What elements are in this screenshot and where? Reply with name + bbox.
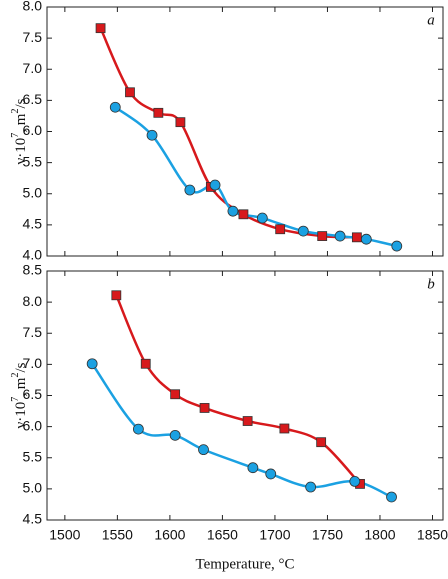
- x-tick-label: 1550: [102, 527, 133, 543]
- marker: [256, 212, 268, 224]
- x-tick-label: 1600: [154, 527, 185, 543]
- marker: [111, 290, 122, 301]
- marker: [184, 184, 196, 196]
- marker: [386, 491, 397, 503]
- y-axis-label: ν·107, m2/s: [10, 98, 29, 164]
- marker: [334, 230, 346, 242]
- y-tick-label: 7.5: [23, 324, 43, 340]
- x-tick-label: 1850: [417, 527, 448, 543]
- marker: [238, 209, 249, 220]
- marker: [242, 416, 253, 426]
- y-tick-label: 4.0: [23, 247, 43, 263]
- marker: [316, 437, 327, 448]
- y-tick-label: 7.0: [23, 355, 43, 371]
- label-part: , m: [13, 113, 29, 133]
- marker: [140, 358, 151, 369]
- marker: [153, 107, 164, 118]
- label-part: /s: [13, 362, 29, 372]
- y-tick-label: 5.0: [23, 184, 43, 200]
- superscript: 7: [10, 397, 21, 402]
- marker: [175, 117, 186, 128]
- y-tick-label: 5.5: [23, 153, 43, 169]
- panel-label: b: [427, 276, 435, 292]
- marker: [125, 87, 135, 98]
- marker: [279, 423, 290, 434]
- marker: [265, 468, 277, 480]
- marker: [360, 233, 372, 245]
- marker: [349, 476, 361, 487]
- superscript: 7: [10, 133, 21, 138]
- y-tick-label: 6.5: [23, 91, 43, 107]
- marker: [391, 240, 403, 252]
- marker: [275, 224, 286, 235]
- marker: [317, 231, 328, 241]
- plot-frame: [46, 270, 444, 521]
- x-axis-label: Temperature, °C: [195, 556, 294, 572]
- x-tick-label: 1800: [364, 527, 395, 543]
- x-tick-label: 1650: [207, 527, 238, 543]
- marker: [169, 429, 181, 441]
- marker: [297, 225, 309, 237]
- y-tick-label: 6.0: [23, 122, 43, 138]
- marker: [305, 481, 317, 493]
- marker: [170, 389, 181, 400]
- series-line: [114, 106, 398, 248]
- y-tick-label: 8.5: [23, 262, 43, 278]
- label-part: ν·10: [13, 402, 29, 429]
- marker: [109, 101, 121, 113]
- x-tick-label: 1500: [49, 527, 80, 543]
- y-tick-label: 7.5: [23, 29, 43, 45]
- y-tick-label: 5.5: [23, 448, 43, 464]
- x-tick-label: 1700: [259, 527, 290, 543]
- superscript: 2: [10, 109, 21, 114]
- marker: [209, 179, 221, 191]
- label-part: , m: [13, 377, 29, 397]
- y-axis-label: ν·107, m2/s: [10, 362, 29, 428]
- label-part: /s: [13, 98, 29, 108]
- y-tick-label: 5.0: [23, 480, 43, 496]
- marker: [86, 358, 98, 370]
- y-tick-label: 4.5: [23, 511, 43, 527]
- marker: [132, 423, 144, 435]
- marker: [146, 129, 158, 141]
- marker: [247, 462, 259, 474]
- y-tick-label: 7.0: [23, 60, 43, 76]
- x-tick-label: 1750: [312, 527, 343, 543]
- y-tick-label: 8.0: [23, 293, 43, 309]
- y-tick-label: 8.0: [23, 0, 43, 14]
- y-tick-label: 6.0: [23, 417, 43, 433]
- marker: [199, 403, 210, 413]
- superscript: 2: [10, 373, 21, 378]
- label-part: ν·10: [13, 138, 29, 165]
- marker: [351, 232, 362, 243]
- series-line: [115, 294, 361, 485]
- marker: [198, 444, 209, 456]
- marker: [95, 23, 106, 34]
- y-tick-label: 6.5: [23, 386, 43, 402]
- y-tick-label: 4.5: [23, 216, 43, 232]
- marker: [227, 205, 239, 217]
- panel-label: a: [427, 12, 435, 28]
